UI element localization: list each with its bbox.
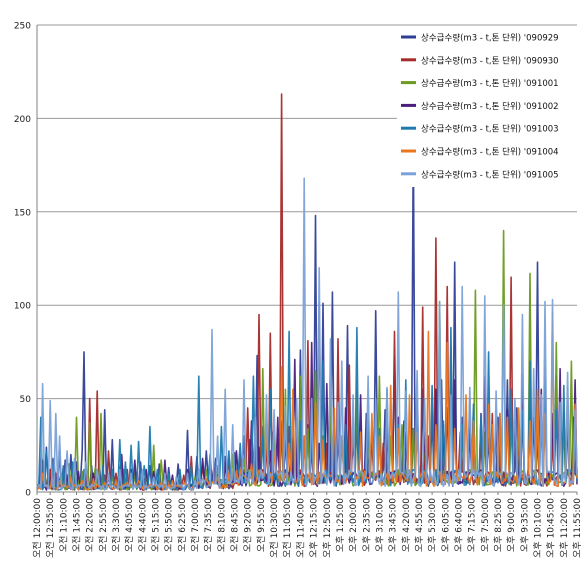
y-tick-label: 250	[14, 22, 31, 32]
legend-label: 상수급수량(m3 - t,톤 단위) '091005	[421, 169, 559, 180]
x-tick-label: 오후 11:20:00	[559, 498, 570, 558]
x-tick-label: 오후 9:35:00	[519, 498, 530, 552]
x-tick-label: 오전 3:30:00	[111, 498, 122, 552]
y-tick-label: 50	[20, 395, 32, 405]
y-tick-label: 100	[14, 302, 31, 312]
x-tick-label: 오후 3:45:00	[388, 498, 399, 552]
x-tick-label: 오전 5:15:00	[151, 498, 162, 552]
series-lines	[36, 93, 578, 491]
x-tick-label: 오후 4:55:00	[414, 498, 425, 552]
x-tick-label: 오후 10:45:00	[546, 498, 557, 558]
x-tick-label: 오전 4:40:00	[137, 498, 148, 552]
x-tick-label: 오후 8:25:00	[493, 498, 504, 552]
x-tick-label: 오후 2:00:00	[348, 498, 359, 552]
x-tick-label: 오후 1:25:00	[335, 498, 346, 552]
x-tick-label: 오전 10:30:00	[269, 498, 280, 558]
y-tick-label: 200	[14, 115, 31, 125]
x-tick-label: 오전 12:35:00	[45, 498, 56, 558]
y-tick-label: 0	[25, 489, 31, 499]
x-tick-label: 오전 11:05:00	[282, 498, 293, 558]
x-tick-label: 오후 10:10:00	[532, 498, 543, 558]
x-tick-label: 오후 9:00:00	[506, 498, 517, 552]
x-tick-label: 오전 12:00:00	[32, 498, 43, 558]
x-tick-label: 오후 2:35:00	[361, 498, 372, 552]
legend-label: 상수급수량(m3 - t,톤 단위) '091003	[421, 124, 559, 135]
x-tick-label: 오후 6:05:00	[440, 498, 451, 552]
x-tick-label: 오후 7:50:00	[480, 498, 491, 552]
x-tick-label: 오전 6:25:00	[177, 498, 188, 552]
x-tick-label: 오전 7:35:00	[203, 498, 214, 552]
x-tick-label: 오전 11:40:00	[295, 498, 306, 558]
legend-label: 상수급수량(m3 - t,톤 단위) '091001	[421, 78, 559, 89]
x-tick-label: 오후 3:10:00	[374, 498, 385, 552]
x-tick-label: 오전 2:55:00	[98, 498, 109, 552]
series-line	[36, 229, 578, 491]
x-tick-label: 오후 11:55:00	[572, 498, 581, 558]
legend-label: 상수급수량(m3 - t,톤 단위) '091002	[421, 101, 559, 112]
x-tick-label: 오후 6:40:00	[453, 498, 464, 552]
legend-background	[397, 27, 577, 187]
x-tick-label: 오전 9:20:00	[243, 498, 254, 552]
x-tick-label: 오전 8:10:00	[216, 498, 227, 552]
x-tick-label: 오후 7:15:00	[467, 498, 478, 552]
x-tick-label: 오후 5:30:00	[427, 498, 438, 552]
x-tick-label: 오전 8:45:00	[230, 498, 241, 552]
y-tick-label: 150	[14, 208, 31, 218]
x-tick-label: 오전 1:45:00	[72, 498, 83, 552]
x-tick-label: 오후 12:50:00	[322, 498, 333, 558]
legend-label: 상수급수량(m3 - t,톤 단위) '091004	[421, 147, 559, 158]
x-tick-label: 오후 12:15:00	[309, 498, 320, 558]
x-tick-label: 오전 1:10:00	[58, 498, 69, 552]
x-tick-label: 오전 9:55:00	[256, 498, 267, 552]
x-tick-label: 오전 4:05:00	[124, 498, 135, 552]
x-tick-label: 오후 4:20:00	[401, 498, 412, 552]
x-tick-label: 오전 7:00:00	[190, 498, 201, 552]
legend: 상수급수량(m3 - t,톤 단위) '090929 상수급수량(m3 - t,톤…	[397, 27, 577, 187]
legend-label: 상수급수량(m3 - t,톤 단위) '090930	[421, 55, 559, 66]
series-line	[36, 177, 578, 491]
x-tick-label: 오전 5:50:00	[164, 498, 175, 552]
x-tick-label: 오전 2:20:00	[85, 498, 96, 552]
legend-label: 상수급수량(m3 - t,톤 단위) '090929	[421, 33, 559, 44]
